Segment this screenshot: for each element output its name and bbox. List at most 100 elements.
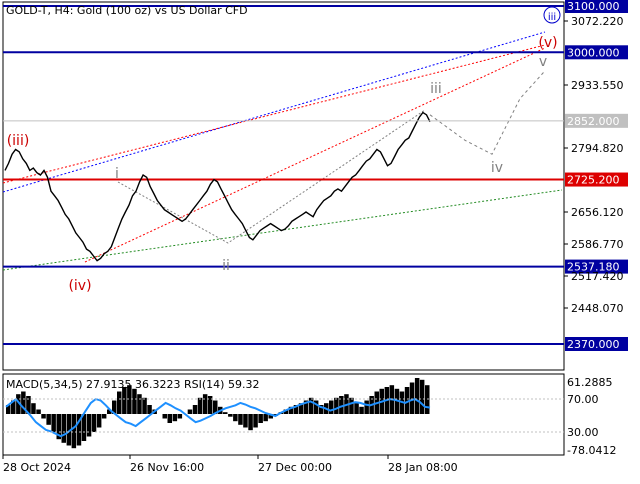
- price-tick-label: 2448.070: [571, 302, 624, 315]
- macd-bar: [76, 414, 82, 446]
- level-badge: [565, 259, 628, 274]
- indicator-tick-label: -78.0412: [567, 444, 616, 457]
- macd-bar: [248, 414, 253, 431]
- time-tick-label: 28 Jan 08:00: [388, 461, 458, 474]
- macd-bar: [127, 385, 132, 414]
- macd-bar: [147, 405, 152, 414]
- macd-bar: [71, 414, 77, 449]
- macd-bar: [197, 397, 203, 414]
- macd-bar: [268, 414, 273, 419]
- macd-bar: [16, 394, 21, 414]
- current-price-badge: [565, 113, 628, 128]
- macd-bar: [51, 414, 56, 432]
- macd-bar: [359, 406, 364, 414]
- macd-bar: [263, 414, 268, 422]
- macd-bar: [91, 414, 97, 432]
- macd-bar: [61, 414, 66, 443]
- level-badge: [565, 0, 628, 13]
- wave-label: ii: [222, 258, 230, 274]
- macd-bar: [112, 400, 117, 414]
- macd-bar: [36, 409, 41, 414]
- macd-bar: [107, 409, 112, 414]
- macd-bar: [81, 414, 87, 441]
- macd-bar: [409, 382, 415, 414]
- wave-connector-line: [117, 109, 426, 244]
- macd-bar: [238, 414, 243, 425]
- macd-bar: [313, 400, 319, 414]
- macd-bar: [334, 397, 339, 414]
- macd-bar: [96, 414, 102, 428]
- time-tick-label: 27 Dec 00:00: [258, 461, 332, 474]
- macd-bar: [137, 394, 142, 414]
- red-channel-lower-line[interactable]: [84, 47, 546, 263]
- macd-rsi-indicator: 61.2885 70.00 30.00 -78.0412: [3, 376, 616, 457]
- price-tick-label: 2794.820: [571, 142, 624, 155]
- macd-bar: [213, 400, 218, 414]
- price-series: [4, 111, 431, 262]
- macd-bar: [26, 396, 31, 414]
- projection-path: [429, 70, 546, 155]
- price-line: [4, 111, 431, 262]
- indicator-label: MACD(5,34,5) 27.9135 36.3223 RSI(14) 59.…: [6, 378, 259, 391]
- wave-label: (iv): [68, 278, 91, 294]
- macd-bar: [223, 412, 228, 414]
- macd-bar: [31, 403, 36, 414]
- time-axis: 28 Oct 2024 26 Nov 16:00 27 Dec 00:00 28 Ja…: [2, 455, 458, 474]
- level-label: 2537.180: [567, 261, 620, 274]
- level-label: 3100.000: [567, 0, 620, 13]
- macd-bar: [243, 414, 248, 428]
- macd-bar: [6, 405, 11, 414]
- macd-bar: [339, 396, 344, 414]
- indicator-tick-label: 61.2885: [567, 376, 613, 389]
- level-label: 2725.200: [567, 174, 620, 187]
- macd-bar: [253, 414, 258, 428]
- macd-bar: [364, 400, 369, 414]
- price-levels[interactable]: 3100.000 3000.000 2725.200 2537.180 2370.000: [3, 0, 628, 351]
- level-label: 3000.000: [567, 46, 620, 59]
- macd-bar: [162, 414, 167, 419]
- indicator-plot-frame: [2, 373, 565, 456]
- rsi-line: [5, 397, 431, 438]
- macd-bar: [172, 414, 178, 422]
- macd-bar: [228, 414, 233, 417]
- level-badge: [565, 172, 628, 187]
- time-tick-label: 28 Oct 2024: [3, 461, 71, 474]
- macd-bar: [101, 414, 107, 419]
- indicator-tick-label: 70.00: [567, 393, 599, 406]
- wave-label: iii: [548, 12, 556, 23]
- macd-bar: [349, 397, 354, 414]
- macd-bar: [329, 400, 334, 414]
- main-plot-frame: [2, 1, 565, 371]
- macd-bar: [187, 409, 193, 414]
- price-tick-label: 2517.420: [571, 270, 624, 283]
- macd-bar: [202, 394, 208, 414]
- macd-bar: [288, 406, 294, 414]
- price-tick-label: 2656.120: [571, 206, 624, 219]
- macd-bar: [132, 388, 137, 414]
- wave-label: (v): [538, 35, 557, 51]
- macd-bar: [425, 385, 430, 414]
- wave-label: iv: [491, 160, 503, 176]
- price-tick-label: 3072.220: [571, 15, 624, 28]
- wave-label: v: [539, 54, 547, 70]
- wave-label: iii: [430, 81, 442, 97]
- macd-bar: [122, 387, 127, 414]
- macd-bar: [414, 378, 420, 414]
- macd-bar: [177, 414, 183, 419]
- current-price-label: 2852.000: [567, 115, 620, 128]
- macd-bar: [46, 414, 51, 425]
- macd-bar: [283, 409, 289, 414]
- level-badge: [565, 45, 628, 60]
- wave-projection: [429, 70, 546, 155]
- price-tick-label: 2933.550: [571, 79, 624, 92]
- trend-lines[interactable]: [2, 31, 563, 271]
- macd-bar: [117, 391, 122, 414]
- price-tick-label: 2586.770: [571, 238, 624, 251]
- macd-bar: [319, 405, 324, 414]
- wave-label: i: [115, 166, 119, 182]
- chart-title: GOLD-T, H4: Gold (100 oz) vs US Dollar C…: [6, 4, 248, 17]
- macd-bar: [167, 414, 172, 423]
- red-channel-upper-line[interactable]: [2, 44, 546, 184]
